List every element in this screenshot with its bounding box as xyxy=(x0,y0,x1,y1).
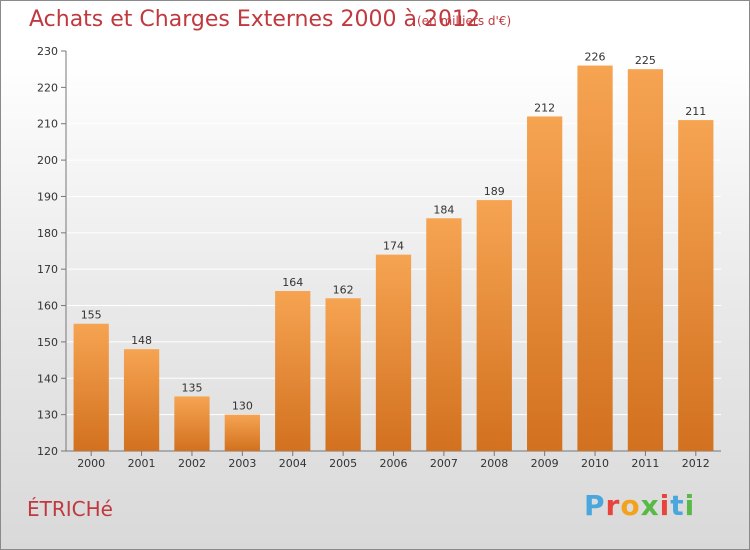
y-tick-label: 200 xyxy=(37,154,58,167)
x-tick-label: 2007 xyxy=(430,457,458,470)
y-tick-label: 130 xyxy=(37,409,58,422)
data-label: 225 xyxy=(635,54,656,67)
data-label: 155 xyxy=(81,309,102,322)
y-tick-label: 160 xyxy=(37,300,58,313)
x-tick-label: 2009 xyxy=(531,457,559,470)
data-label: 184 xyxy=(433,203,454,216)
y-tick-label: 180 xyxy=(37,227,58,240)
bar xyxy=(174,396,210,451)
y-tick-label: 170 xyxy=(37,263,58,276)
logo-letter: P xyxy=(584,489,606,522)
data-label: 211 xyxy=(685,105,706,118)
labels: 120 130 140 150 160 170 180 190 200 210 220 230 2000… xyxy=(37,45,710,470)
x-tick-label: 2008 xyxy=(480,457,508,470)
x-tick-label: 2004 xyxy=(279,457,307,470)
x-tick-label: 2001 xyxy=(128,457,156,470)
logo-letter: i xyxy=(684,489,696,522)
x-tick-label: 2002 xyxy=(178,457,206,470)
data-label: 162 xyxy=(333,283,354,296)
bar xyxy=(527,116,563,452)
x-tick-label: 2010 xyxy=(581,457,609,470)
logo-letter: i xyxy=(659,489,671,522)
x-tick-label: 2003 xyxy=(228,457,256,470)
place-name: ÉTRICHé xyxy=(27,497,113,521)
bar xyxy=(375,254,412,451)
bar xyxy=(73,323,109,451)
logo-letter: t xyxy=(670,489,685,522)
y-tick-label: 190 xyxy=(37,190,58,203)
logo-letter: o xyxy=(620,489,641,522)
x-tick-label: 2012 xyxy=(682,457,710,470)
bar xyxy=(476,200,512,451)
y-tick-label: 120 xyxy=(37,445,58,458)
x-tick-label: 2011 xyxy=(631,457,659,470)
y-tick-label: 230 xyxy=(37,45,58,58)
logo-letter: x xyxy=(640,489,660,522)
x-tick-label: 2000 xyxy=(77,457,105,470)
bar xyxy=(325,298,361,451)
y-tick-label: 140 xyxy=(37,372,58,385)
bar xyxy=(426,218,462,451)
y-tick-label: 210 xyxy=(37,118,58,131)
data-label: 135 xyxy=(181,381,202,394)
proxiti-logo[interactable]: Proxiti xyxy=(584,489,695,522)
data-label: 226 xyxy=(585,51,606,64)
x-tick-label: 2006 xyxy=(380,457,408,470)
data-label: 148 xyxy=(131,334,152,347)
data-label: 174 xyxy=(383,240,404,253)
bar xyxy=(123,349,160,451)
data-label: 164 xyxy=(282,276,303,289)
logo-letter: r xyxy=(605,489,621,522)
bar xyxy=(627,69,664,451)
x-tick-label: 2005 xyxy=(329,457,357,470)
y-tick-label: 220 xyxy=(37,81,58,94)
chart-title: Achats et Charges Externes 2000 à 2012 xyxy=(29,7,480,32)
bars xyxy=(73,65,714,452)
data-label: 189 xyxy=(484,185,505,198)
data-label: 130 xyxy=(232,400,253,413)
bar xyxy=(678,120,714,451)
bar xyxy=(224,414,260,451)
chart-subtitle: (en milliers d'€) xyxy=(417,14,512,28)
bar xyxy=(577,65,613,451)
bar xyxy=(275,291,311,451)
data-label: 212 xyxy=(534,101,555,114)
y-tick-label: 150 xyxy=(37,336,58,349)
